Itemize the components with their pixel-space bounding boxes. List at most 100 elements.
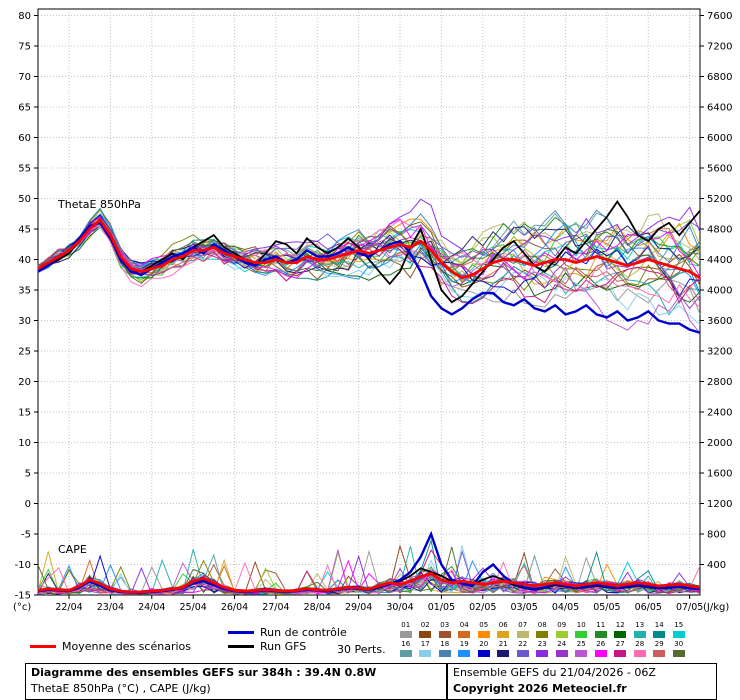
chart-subtitle: ThetaE 850hPa (°C) , CAPE (J/kg) (31, 682, 211, 695)
pert-number: 02 (420, 621, 430, 629)
svg-text:24/04: 24/04 (138, 602, 165, 613)
pert-number: 25 (576, 640, 586, 648)
pert-number: 17 (420, 640, 430, 648)
svg-text:20: 20 (18, 377, 31, 388)
svg-text:10: 10 (18, 438, 31, 449)
svg-text:4400: 4400 (707, 255, 732, 266)
svg-text:1200: 1200 (707, 499, 732, 510)
pert-number: 06 (498, 621, 508, 629)
gfs-line-swatch (228, 645, 254, 648)
gfs-thetae-line (37, 200, 701, 304)
svg-text:03/05: 03/05 (510, 602, 537, 613)
svg-text:27/04: 27/04 (262, 602, 289, 613)
perts-count-label: 30 Perts. (337, 643, 386, 656)
copyright: Copyright 2026 Meteociel.fr (453, 682, 627, 695)
svg-text:26/04: 26/04 (221, 602, 248, 613)
svg-text:400: 400 (707, 560, 726, 571)
pert-number: 20 (479, 640, 489, 648)
pert-color-swatch (477, 631, 490, 638)
pert-number: 29 (654, 640, 664, 648)
svg-text:4800: 4800 (707, 225, 732, 236)
pert-color-swatch (594, 650, 607, 657)
pert-number: 27 (615, 640, 625, 648)
svg-text:7600: 7600 (707, 11, 732, 22)
footer-run-box: Ensemble GEFS du 21/04/2026 - 06Z Copyri… (447, 663, 717, 700)
pert-number: 03 (440, 621, 450, 629)
legend-control: Run de contrôle (228, 626, 347, 639)
svg-text:1600: 1600 (707, 469, 732, 480)
svg-text:07/05: 07/05 (676, 602, 703, 613)
pert-color-swatch (633, 631, 646, 638)
svg-text:80: 80 (18, 11, 31, 22)
pert-color-swatch (653, 631, 666, 638)
pert-color-swatch (438, 650, 451, 657)
pert-color-swatch (458, 631, 471, 638)
pert-color-swatch (477, 650, 490, 657)
member-thetae-line (37, 219, 701, 308)
svg-text:02/05: 02/05 (469, 602, 496, 613)
legend-mean: Moyenne des scénarios (30, 640, 191, 653)
svg-text:-5: -5 (21, 530, 31, 541)
svg-text:0: 0 (25, 499, 31, 510)
svg-text:2800: 2800 (707, 377, 732, 388)
pert-color-swatch (516, 650, 529, 657)
svg-text:28/04: 28/04 (304, 602, 331, 613)
tick-labels: -15 -10 -5 0 5 10 15 20 25 30 35 40 45 50 55 60 65 70 75 80… (13, 11, 732, 613)
pert-color-swatch (458, 650, 471, 657)
pert-number: 07 (518, 621, 528, 629)
pert-number: 09 (557, 621, 567, 629)
pert-number: 13 (635, 621, 645, 629)
svg-text:65: 65 (18, 103, 31, 114)
pert-color-swatch (575, 631, 588, 638)
member-cape-line (37, 549, 701, 595)
pert-number: 14 (654, 621, 664, 629)
legend-control-label: Run de contrôle (260, 626, 347, 639)
pert-color-swatch (672, 650, 685, 657)
svg-text:2000: 2000 (707, 438, 732, 449)
pert-number: 15 (674, 621, 684, 629)
svg-text:06/05: 06/05 (635, 602, 662, 613)
svg-text:50: 50 (18, 194, 31, 205)
legend-gfs: Run GFS (228, 640, 306, 653)
pert-color-swatch (555, 631, 568, 638)
pert-color-swatch (614, 650, 627, 657)
svg-text:23/04: 23/04 (97, 602, 124, 613)
pert-number: 05 (479, 621, 489, 629)
svg-text:22/04: 22/04 (55, 602, 82, 613)
pert-color-swatch (536, 631, 549, 638)
footer-info-box: Diagramme des ensembles GEFS sur 384h : … (25, 663, 447, 700)
pert-number: 01 (401, 621, 411, 629)
svg-text:3200: 3200 (707, 347, 732, 358)
svg-text:ThetaE 850hPa: ThetaE 850hPa (57, 198, 141, 211)
svg-text:3600: 3600 (707, 316, 732, 327)
svg-text:25: 25 (18, 347, 31, 358)
svg-text:4000: 4000 (707, 286, 732, 297)
pert-color-swatch (399, 631, 412, 638)
annotations: ThetaE 850hPa CAPE (57, 198, 141, 556)
svg-text:7200: 7200 (707, 42, 732, 53)
member-thetae-line (37, 222, 701, 285)
pert-number: 12 (615, 621, 625, 629)
pert-number: 10 (576, 621, 586, 629)
pert-color-swatch (614, 631, 627, 638)
pert-color-swatch (438, 631, 451, 638)
svg-text:5200: 5200 (707, 194, 732, 205)
mean-cape-line (37, 572, 701, 594)
axes (34, 8, 704, 599)
pert-color-swatch (516, 631, 529, 638)
svg-text:(J/kg): (J/kg) (703, 602, 729, 613)
member-thetae-line (37, 226, 701, 303)
svg-text:2400: 2400 (707, 408, 732, 419)
pert-number: 24 (557, 640, 567, 648)
pert-number: 28 (635, 640, 645, 648)
pert-color-swatch (672, 631, 685, 638)
svg-text:25/04: 25/04 (179, 602, 206, 613)
svg-text:04/05: 04/05 (552, 602, 579, 613)
pert-color-swatch (497, 650, 510, 657)
run-info: Ensemble GEFS du 21/04/2026 - 06Z (453, 666, 656, 679)
member-thetae-line (37, 218, 701, 303)
svg-text:55: 55 (18, 164, 31, 175)
svg-text:30/04: 30/04 (386, 602, 413, 613)
svg-text:-15: -15 (15, 591, 31, 602)
svg-text:70: 70 (18, 72, 31, 83)
